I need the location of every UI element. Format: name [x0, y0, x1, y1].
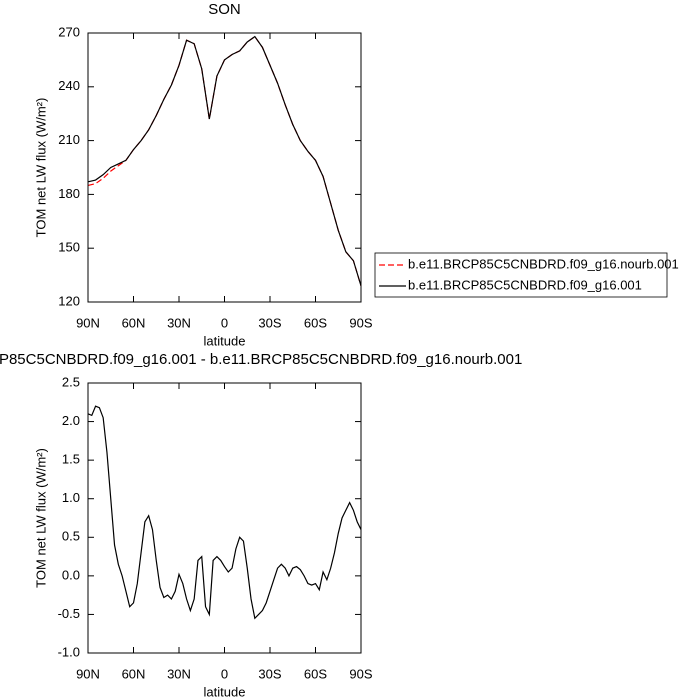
x-tick-label: 60N — [122, 666, 146, 681]
x-axis-label: latitude — [204, 684, 246, 699]
y-tick-label: 150 — [58, 240, 80, 255]
y-tick-label: 180 — [58, 186, 80, 201]
x-tick-label: 90S — [349, 315, 372, 330]
y-tick-label: 2.0 — [62, 413, 80, 428]
x-tick-label: 90S — [349, 666, 372, 681]
y-axis-label: TOM net LW flux (W/m²) — [33, 448, 48, 588]
x-tick-label: 30N — [167, 315, 191, 330]
x-tick-label: 90N — [76, 315, 100, 330]
chart-title: b.e11.BRCP85C5CNBDRD.f09_g16.001 - b.e11… — [0, 351, 522, 368]
plot-frame — [87, 382, 362, 654]
y-tick-label: 240 — [58, 78, 80, 93]
data-line — [87, 405, 362, 620]
y-tick-label: 120 — [58, 293, 80, 308]
legend-label: b.e11.BRCP85C5CNBDRD.f09_g16.001 — [408, 277, 642, 292]
y-tick-label: -1.0 — [58, 644, 80, 659]
y-tick-label: 0.0 — [62, 567, 80, 582]
data-line — [87, 35, 362, 287]
x-tick-label: 0 — [221, 315, 228, 330]
x-tick-label: 90N — [76, 666, 100, 681]
x-tick-label: 60N — [122, 315, 146, 330]
y-tick-label: 210 — [58, 132, 80, 147]
legend-box — [374, 252, 668, 298]
y-tick-label: 1.0 — [62, 490, 80, 505]
x-tick-label: 30S — [258, 666, 281, 681]
y-axis-label: TOM net LW flux (W/m²) — [33, 98, 48, 238]
y-tick-label: 1.5 — [62, 452, 80, 467]
x-tick-label: 30S — [258, 315, 281, 330]
plot-frame — [87, 32, 362, 303]
x-tick-label: 60S — [304, 315, 327, 330]
legend-label: b.e11.BRCP85C5CNBDRD.f09_g16.nourb.001 — [408, 256, 679, 271]
y-tick-label: -0.5 — [58, 606, 80, 621]
x-axis-label: latitude — [204, 333, 246, 348]
data-line — [87, 35, 362, 287]
chart-title: SON — [208, 1, 241, 18]
y-tick-label: 0.5 — [62, 529, 80, 544]
x-tick-label: 30N — [167, 666, 191, 681]
y-tick-label: 270 — [58, 24, 80, 39]
x-tick-label: 0 — [221, 666, 228, 681]
y-tick-label: 2.5 — [62, 374, 80, 389]
x-tick-label: 60S — [304, 666, 327, 681]
